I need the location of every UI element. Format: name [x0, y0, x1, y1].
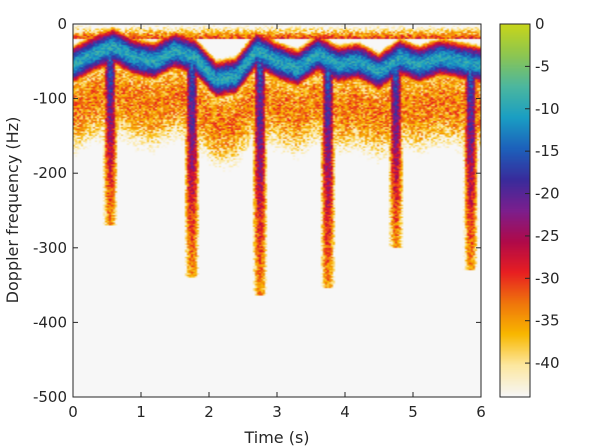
x-tick-label: 2	[204, 403, 214, 421]
y-tick-label: -500	[33, 388, 67, 406]
y-tick-label: -200	[33, 164, 67, 182]
y-axis-label: Doppler frequency (Hz)	[3, 117, 22, 304]
colorbar: 0 -5 -10 -15 -20 -25 -30 -35 -40	[499, 15, 560, 398]
x-tick-label: 1	[136, 403, 146, 421]
y-tick-label: -400	[33, 313, 67, 331]
colorbar-tick-label: -30	[535, 269, 560, 287]
spectrogram-heatmap	[73, 24, 481, 397]
x-tick-label: 3	[272, 403, 282, 421]
colorbar-tick-label: -15	[535, 142, 560, 160]
y-tick-label: -300	[33, 239, 67, 257]
x-tick-label: 5	[408, 403, 418, 421]
colorbar-tick-label: 0	[535, 15, 545, 33]
x-axis-ticks: 0 1 2 3 4 5 6	[68, 24, 486, 421]
colorbar-tick-label: -40	[535, 354, 560, 372]
plot-area: 0 1 2 3 4 5 6 0 -100 -200 -300 -400 -500 Time (s) D…	[3, 15, 486, 447]
colorbar-tick-label: -35	[535, 312, 560, 330]
x-tick-label: 6	[476, 403, 486, 421]
y-tick-label: 0	[57, 15, 67, 33]
y-tick-label: -100	[33, 90, 67, 108]
colorbar-gradient	[500, 24, 530, 397]
x-tick-label: 4	[340, 403, 350, 421]
colorbar-frame	[499, 23, 531, 398]
colorbar-tick-label: -25	[535, 227, 560, 245]
colorbar-ticks: 0 -5 -10 -15 -20 -25 -30 -35 -40	[525, 15, 560, 372]
x-tick-label: 0	[68, 403, 78, 421]
y-axis-ticks: 0 -100 -200 -300 -400 -500	[33, 15, 481, 406]
colorbar-tick-label: -10	[535, 100, 560, 118]
colorbar-tick-label: -20	[535, 185, 560, 203]
x-axis-label: Time (s)	[243, 428, 309, 447]
colorbar-tick-label: -5	[535, 57, 550, 75]
